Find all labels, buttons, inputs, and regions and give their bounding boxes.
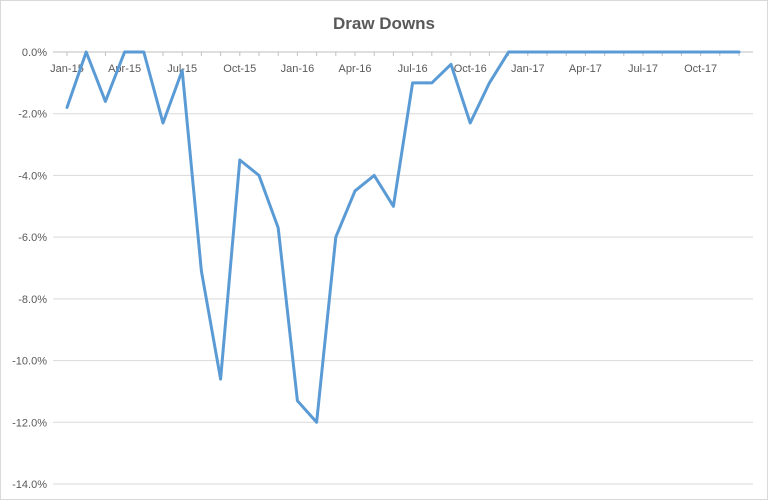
y-tick-label: -10.0%: [12, 356, 47, 368]
x-tick-label: Oct-15: [223, 63, 256, 75]
x-tick-label: Oct-16: [454, 63, 487, 75]
x-axis: Jan-15 Apr-15 Jul-15 Oct-15 Jan-16 Apr-16 Jul-…: [50, 51, 753, 75]
x-tick-label: Jan-15: [50, 63, 84, 75]
x-tick-label: Jan-17: [511, 63, 545, 75]
gridlines: [53, 113, 753, 485]
data-point: [661, 50, 664, 54]
data-point: [622, 50, 625, 54]
data-point: [699, 50, 702, 54]
data-point: [219, 377, 222, 381]
series-line: [65, 50, 741, 424]
y-tick-label: -8.0%: [18, 294, 47, 306]
data-point: [353, 189, 357, 193]
data-point: [257, 174, 261, 177]
data-point: [161, 121, 165, 125]
data-point: [430, 81, 433, 85]
x-tick-label: Apr-16: [338, 63, 371, 75]
data-point: [373, 174, 376, 177]
y-tick-label: -12.0%: [12, 417, 47, 429]
x-tick-label: Oct-17: [684, 63, 717, 75]
data-point: [315, 421, 318, 424]
data-point: [680, 50, 683, 54]
data-point: [545, 50, 549, 54]
data-point: [142, 50, 145, 54]
data-point: [85, 50, 88, 54]
y-tick-label: -2.0%: [18, 109, 47, 121]
plot-area: [65, 50, 741, 424]
data-point: [123, 50, 126, 54]
x-tick-label: Apr-17: [569, 63, 602, 75]
data-point: [449, 63, 453, 66]
data-point: [584, 50, 587, 54]
data-point: [603, 50, 606, 54]
data-point: [277, 226, 280, 230]
data-point: [200, 269, 203, 273]
y-axis: 0.0% -2.0% -4.0% -6.0% -8.0% -10.0% -12.0% -14.…: [12, 47, 47, 491]
data-point: [737, 50, 741, 54]
data-point: [334, 235, 337, 239]
data-point: [411, 81, 414, 85]
y-tick-label: -14.0%: [12, 479, 47, 491]
y-tick-label: 0.0%: [22, 47, 47, 59]
x-tick-label: Jul-17: [628, 63, 658, 75]
data-point: [526, 50, 529, 54]
data-point: [104, 100, 107, 103]
data-point: [641, 50, 645, 54]
data-point: [469, 121, 472, 125]
data-point: [65, 106, 69, 109]
data-point: [565, 50, 568, 54]
data-point: [488, 81, 491, 85]
y-tick-label: -6.0%: [18, 232, 47, 244]
y-tick-label: -4.0%: [18, 170, 47, 182]
x-tick-label: Apr-15: [108, 63, 141, 75]
data-point: [181, 69, 184, 72]
data-point: [718, 50, 721, 54]
data-point: [392, 205, 395, 208]
x-tick-label: Jan-16: [281, 63, 315, 75]
data-point: [296, 399, 299, 402]
x-tick-label: Jul-16: [398, 63, 428, 75]
chart-title: Draw Downs: [333, 14, 435, 33]
data-point: [238, 158, 241, 162]
data-point: [507, 50, 510, 54]
